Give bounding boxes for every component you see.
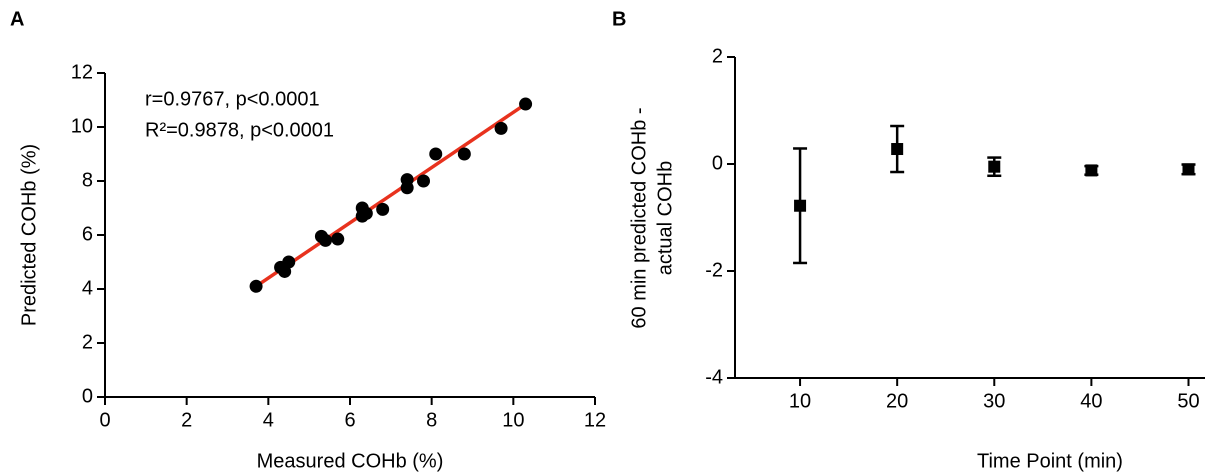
x-tick-label: 10 (502, 409, 524, 431)
y-axis-label: Predicted COHb (%) (18, 144, 40, 326)
point (494, 121, 508, 135)
y-tick-label: -4 (705, 366, 723, 388)
point (249, 279, 263, 293)
point (319, 233, 332, 247)
x-tick-label: 40 (1080, 390, 1102, 412)
y-tick-label: 0 (82, 385, 93, 407)
panel-label: B (612, 8, 626, 30)
point (417, 174, 430, 188)
y-tick-label: 12 (71, 61, 93, 83)
x-tick-label: 0 (99, 409, 110, 431)
x-tick-label: 8 (426, 409, 437, 431)
x-tick-label: 50 (1177, 390, 1199, 412)
panel-label: A (10, 8, 24, 30)
x-tick-label: 6 (344, 409, 355, 431)
x-tick-label: 30 (983, 390, 1005, 412)
point (282, 255, 296, 269)
y-tick-label: 0 (712, 152, 723, 174)
y-axis-label: 60 min predicted COHb - (628, 107, 650, 328)
x-tick-label: 2 (181, 409, 192, 431)
point (457, 147, 471, 161)
y-tick-label: 8 (82, 169, 93, 191)
y-tick-label: 6 (82, 223, 93, 245)
y-tick-label: 4 (82, 277, 93, 299)
x-tick-label: 10 (789, 390, 811, 412)
point (359, 206, 373, 220)
point (519, 97, 533, 111)
annotation: R²=0.9878, p<0.0001 (145, 119, 334, 141)
y-tick-label: 2 (712, 45, 723, 67)
point (400, 181, 414, 195)
y-axis-label: actual COHb (654, 161, 676, 276)
point (331, 232, 345, 246)
point (988, 160, 1001, 173)
x-axis-label: Measured COHb (%) (257, 450, 444, 472)
y-tick-label: 2 (82, 331, 93, 353)
x-tick-label: 12 (584, 409, 606, 431)
point (376, 202, 390, 216)
y-tick-label: 10 (71, 115, 93, 137)
point (1182, 163, 1195, 176)
point (429, 147, 443, 161)
x-tick-label: 4 (263, 409, 274, 431)
y-tick-label: -2 (705, 259, 723, 281)
x-axis-label: Time Point (min) (977, 450, 1123, 472)
annotation: r=0.9767, p<0.0001 (145, 88, 320, 110)
x-tick-label: 20 (886, 390, 908, 412)
point (891, 143, 904, 156)
point (1085, 164, 1098, 177)
point (794, 199, 807, 212)
fit-line (255, 102, 527, 288)
